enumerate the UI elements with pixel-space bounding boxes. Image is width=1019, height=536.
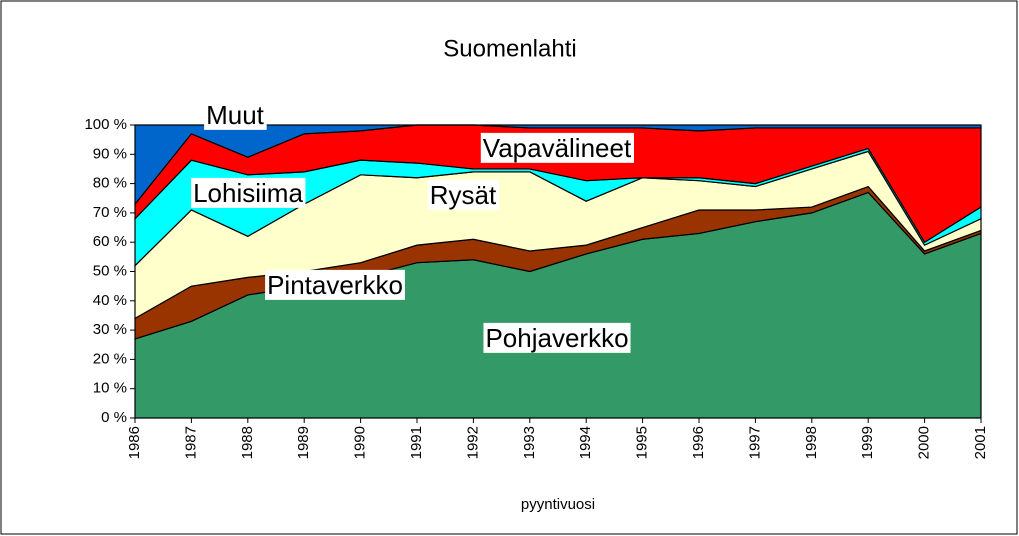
series-label-text: Pintaverkko bbox=[267, 270, 403, 300]
y-tick-label: 40 % bbox=[93, 292, 127, 309]
x-tick-label: 1990 bbox=[352, 426, 369, 459]
series-label-text: Rysät bbox=[430, 180, 497, 210]
x-tick-label: 2001 bbox=[972, 426, 989, 459]
y-tick-label: 30 % bbox=[93, 321, 127, 338]
x-tick-label: 1995 bbox=[634, 426, 651, 459]
x-tick-label: 1998 bbox=[803, 426, 820, 459]
series-label-bg bbox=[265, 269, 405, 300]
x-tick-label: 1999 bbox=[859, 426, 876, 459]
y-tick-label: 60 % bbox=[93, 233, 127, 250]
y-tick-label: 50 % bbox=[93, 262, 127, 279]
series-label-text: Muut bbox=[206, 100, 265, 130]
area bbox=[134, 124, 982, 206]
series-label-bg bbox=[204, 99, 267, 130]
x-tick-label: 1994 bbox=[577, 426, 594, 459]
series-label: Vapavälineet bbox=[480, 132, 634, 163]
y-tick-label: 100 % bbox=[84, 116, 127, 133]
x-tick-label: 1986 bbox=[126, 426, 143, 459]
x-tick-label: 2000 bbox=[916, 426, 933, 459]
chart-title: Suomenlahti bbox=[443, 35, 576, 62]
x-tick-label: 1991 bbox=[408, 426, 425, 459]
series-label-bg bbox=[483, 322, 631, 353]
x-tick-label: 1997 bbox=[746, 426, 763, 459]
x-tick-label: 1988 bbox=[239, 426, 256, 459]
series-label-text: Vapavälineet bbox=[483, 133, 632, 163]
series-label-text: Lohisiima bbox=[193, 178, 303, 208]
series-label-text: Pohjaverkko bbox=[485, 323, 628, 353]
x-tick-label: 1996 bbox=[690, 426, 707, 459]
y-tick-label: 10 % bbox=[93, 380, 127, 397]
x-tick-label: 1992 bbox=[464, 426, 481, 459]
x-tick-label: 1987 bbox=[182, 426, 199, 459]
series-label: Lohisiima bbox=[191, 177, 306, 208]
y-tick-label: 80 % bbox=[93, 175, 127, 192]
x-tick-label: 1989 bbox=[295, 426, 312, 459]
x-tick-label: 1993 bbox=[521, 426, 538, 459]
x-axis-title: pyyntivuosi bbox=[521, 496, 595, 513]
series-label: Pohjaverkko bbox=[483, 322, 631, 353]
series-label-bg bbox=[191, 177, 306, 208]
y-tick-label: 0 % bbox=[101, 409, 127, 426]
y-tick-label: 20 % bbox=[93, 350, 127, 367]
series-label: Pintaverkko bbox=[265, 269, 405, 300]
series-label: Muut bbox=[204, 99, 267, 130]
y-tick-label: 70 % bbox=[93, 204, 127, 221]
series-label-bg bbox=[480, 132, 634, 163]
series-label-bg bbox=[427, 179, 500, 210]
y-tick-label: 90 % bbox=[93, 145, 127, 162]
series-label: Rysät bbox=[427, 179, 500, 210]
